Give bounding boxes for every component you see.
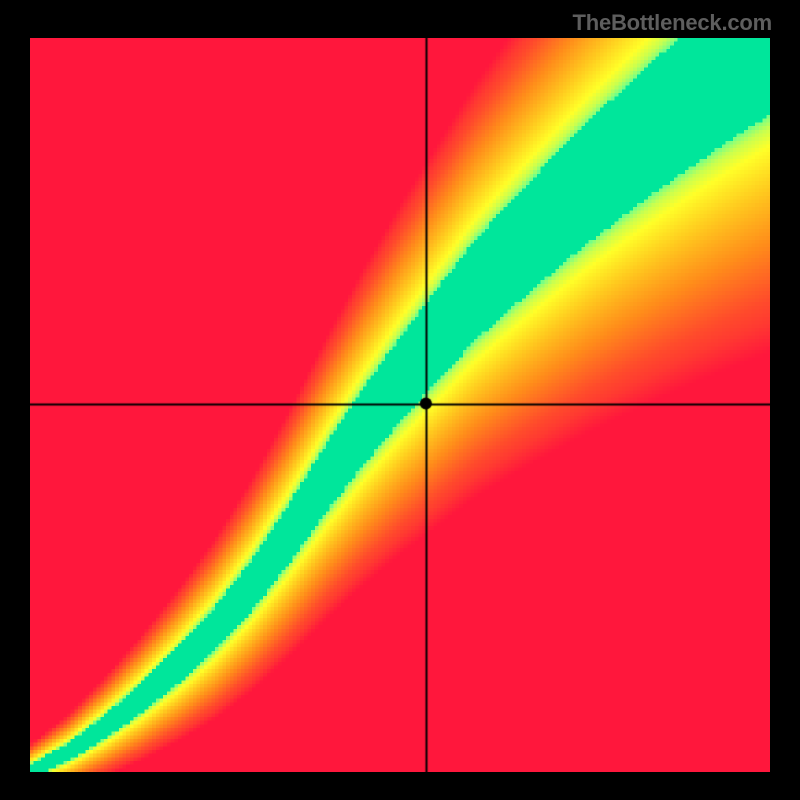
watermark-text: TheBottleneck.com	[572, 10, 772, 36]
chart-container: { "watermark": { "text": "TheBottleneck.…	[0, 0, 800, 800]
heatmap-plot-area	[30, 38, 770, 772]
crosshair-overlay	[30, 38, 770, 772]
